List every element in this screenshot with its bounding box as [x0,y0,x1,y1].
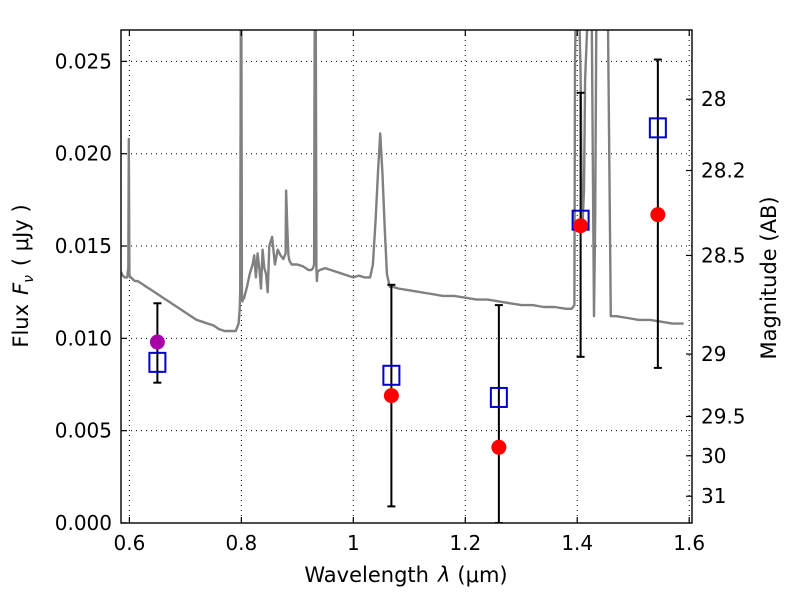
grid [121,30,692,524]
y2-tick-label: 28.5 [701,243,746,267]
observed-flux-point [383,388,399,404]
observed-flux-point [573,218,589,234]
model-photometry-square [382,364,401,386]
y-axis-label-symbol: F [9,282,33,295]
y2-tick-label: 29.5 [701,404,746,428]
observed-flux-point [650,207,666,223]
y-tick-label: 0.005 [55,419,112,443]
y-tick-label: 0.000 [55,511,112,535]
x-tick-label: 0.8 [225,531,257,555]
y2-axis-label: Magnitude (AB) [757,196,781,359]
x-axis-label-units: (μm) [457,563,507,587]
model-photometry-square [148,351,167,373]
y-axis-label-text: Flux [9,304,33,348]
x-axis-label: Wavelength λ (μm) [304,563,507,587]
x-tick-label: 0.6 [113,531,145,555]
observed-flux-point [149,334,165,350]
sed-model-line [121,30,684,333]
y-axis-label-subscript: ν [21,275,37,283]
x-axis-label-symbol: λ [437,563,450,587]
y-axis-label-units: ( μJy ) [9,204,33,266]
y2-tick-label: 28.2 [701,159,746,183]
model-photometry-square [648,117,667,139]
y-tick-label: 0.025 [55,49,112,73]
y-tick-label: 0.010 [55,326,112,350]
x-tick-label: 1 [347,531,360,555]
x-tick-label: 1.6 [673,531,705,555]
y2-tick-label: 29 [701,342,726,366]
plot-frame [120,29,693,524]
plot-area [121,30,684,523]
model-photometry-square [489,386,508,408]
x-axis-label-text: Wavelength [304,563,429,587]
x-tick-label: 1.4 [561,531,593,555]
y2-tick-label: 28 [701,87,726,111]
y-tick-label: 0.015 [55,234,112,258]
observed-flux-point [491,439,507,455]
y2-tick-label: 31 [701,484,726,508]
x-tick-label: 1.2 [449,531,481,555]
axis-ticks: 0.6 0.8 1 1.2 1.4 1.6 0.000 0.005 0.010 0.015 0.02… [55,30,746,555]
y-tick-label: 0.020 [55,142,112,166]
y2-tick-label: 30 [701,444,726,468]
y-axis-label: Flux Fν ( μJy ) [9,204,37,347]
